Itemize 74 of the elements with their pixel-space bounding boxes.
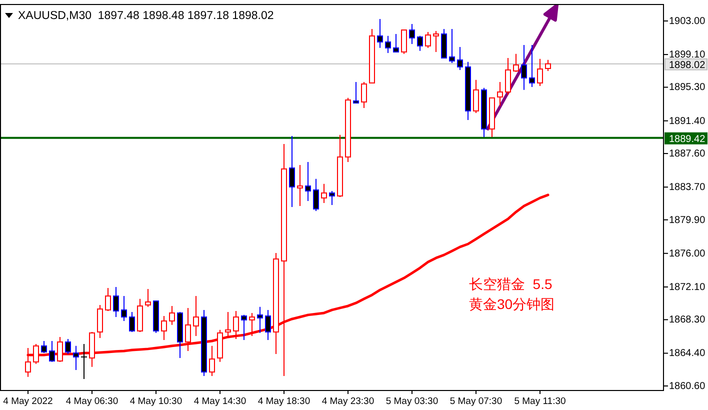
annotation: 黄金30分钟图 bbox=[469, 296, 555, 312]
candlestick bbox=[321, 183, 327, 204]
y-tick-label: 1876.00 bbox=[669, 248, 706, 260]
candlestick bbox=[537, 58, 543, 86]
candlestick bbox=[297, 164, 303, 206]
candlestick bbox=[209, 345, 215, 376]
candlestick bbox=[313, 178, 319, 212]
text: XAUUSD,M30 1897.48 1898.48 1897.18 1898.02 bbox=[18, 10, 274, 22]
x-tick-label: 5 May 11:30 bbox=[514, 396, 566, 407]
candlestick bbox=[497, 81, 503, 106]
x-tick-label: 4 May 23:30 bbox=[322, 396, 374, 407]
ref-line-label: 1898.02 bbox=[669, 60, 706, 71]
y-tick-label: 1860.60 bbox=[669, 380, 706, 392]
candlestick bbox=[41, 340, 47, 354]
y-tick-label: 1872.10 bbox=[669, 282, 706, 293]
candlestick bbox=[529, 44, 535, 88]
candlestick bbox=[505, 57, 511, 96]
x-tick-label: 4 May 10:30 bbox=[130, 396, 182, 407]
y-tick-label: 1899.10 bbox=[669, 50, 706, 61]
y-tick-label: 1895.30 bbox=[669, 82, 706, 94]
candlestick bbox=[457, 46, 463, 70]
candlestick bbox=[449, 28, 455, 64]
candlestick bbox=[233, 310, 239, 340]
candlestick bbox=[129, 312, 135, 332]
candlestick bbox=[417, 35, 423, 52]
candlestick bbox=[385, 35, 391, 54]
candlestick bbox=[393, 33, 399, 52]
x-tick-label: 5 May 03:30 bbox=[386, 396, 438, 407]
x-tick-label: 4 May 18:30 bbox=[258, 396, 310, 407]
candlestick bbox=[193, 295, 199, 336]
candlestick bbox=[329, 190, 335, 206]
candlestick bbox=[425, 31, 431, 48]
candlestick bbox=[73, 345, 79, 370]
x-tick-label: 4 May 06:30 bbox=[66, 396, 118, 407]
y-tick-label: 1883.70 bbox=[669, 182, 706, 194]
candlestick bbox=[185, 307, 191, 352]
candlestick bbox=[121, 295, 127, 322]
y-tick-label: 1903.00 bbox=[669, 16, 706, 27]
candlestick bbox=[97, 304, 103, 339]
y-tick-label: 1864.40 bbox=[669, 348, 706, 360]
x-tick-label: 4 May 14:30 bbox=[194, 396, 246, 407]
candlestick bbox=[105, 287, 111, 312]
ref-line-label: 1889.42 bbox=[669, 134, 706, 145]
candlestick bbox=[249, 312, 255, 336]
candlestick bbox=[225, 312, 231, 339]
y-tick-label: 1868.30 bbox=[669, 314, 706, 326]
candlestick bbox=[289, 135, 295, 208]
candlestick bbox=[409, 23, 415, 44]
candlestick bbox=[545, 59, 551, 72]
candlestick bbox=[265, 309, 271, 340]
candlestick bbox=[433, 30, 439, 52]
candlestick bbox=[80, 343, 88, 380]
x-tick-label: 4 May 2022 bbox=[3, 396, 53, 407]
candlestick bbox=[113, 286, 119, 318]
candlestick bbox=[241, 314, 247, 340]
candlestick bbox=[65, 338, 71, 355]
x-tick-label: 5 May 07:30 bbox=[450, 396, 502, 407]
candlestick bbox=[353, 81, 359, 104]
candlestick bbox=[377, 18, 383, 48]
candlestick bbox=[145, 288, 151, 308]
y-tick-label: 1879.90 bbox=[669, 214, 706, 226]
candlestick bbox=[521, 44, 527, 90]
candlestick bbox=[473, 79, 479, 114]
candlestick bbox=[257, 306, 263, 334]
annotation: 长空猎金 5.5 bbox=[469, 276, 552, 292]
candlestick bbox=[169, 305, 175, 326]
candlestick bbox=[305, 161, 311, 202]
candlestick bbox=[161, 315, 167, 340]
y-tick-label: 1887.60 bbox=[669, 148, 706, 160]
candlestick bbox=[49, 340, 55, 362]
candlestick bbox=[513, 53, 519, 72]
candlestick bbox=[361, 81, 367, 108]
candlestick bbox=[401, 29, 407, 54]
y-tick-label: 1891.40 bbox=[669, 116, 706, 127]
